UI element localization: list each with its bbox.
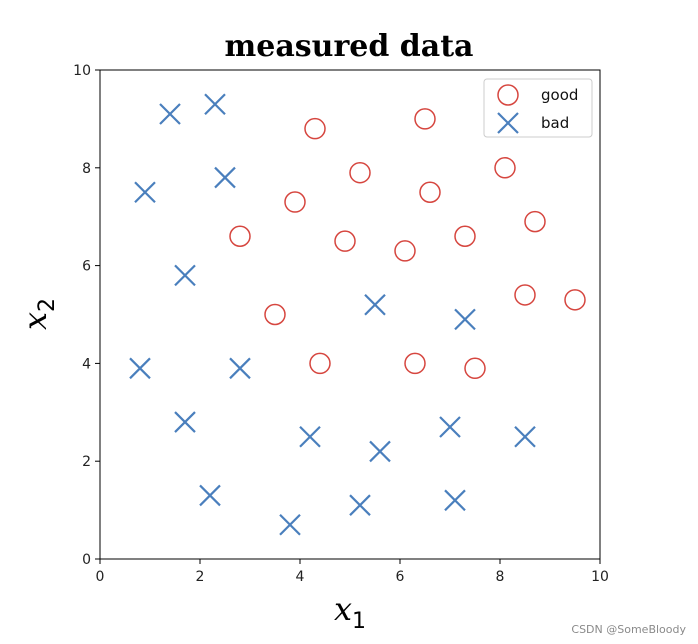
watermark-text: CSDN @SomeBloody: [571, 623, 686, 636]
data-point-bad-stroke: [454, 308, 476, 331]
data-point-bad-stroke: [174, 411, 196, 433]
chart-title: measured data: [225, 29, 474, 64]
data-point-bad-stroke: [444, 489, 466, 512]
data-point-good: [264, 303, 286, 326]
y-tick-label: 2: [82, 454, 91, 470]
data-point-good: [284, 191, 306, 213]
data-point-good: [464, 357, 486, 380]
data-point-good: [419, 181, 441, 203]
y-tick-label: 0: [82, 552, 91, 568]
x-tick-label: 0: [96, 569, 105, 585]
y-tick-label: 4: [82, 356, 91, 372]
x-tick-label: 8: [496, 569, 505, 585]
data-point-bad: [439, 416, 461, 438]
data-point-bad-stroke: [129, 357, 151, 380]
data-point-bad-stroke: [299, 425, 321, 448]
data-point-bad: [279, 513, 301, 536]
data-point-bad-stroke: [514, 425, 536, 448]
data-point-bad: [299, 425, 321, 448]
data-point-good: [229, 225, 251, 248]
x-axis-ticks: 0 2 4 6 8 10: [96, 559, 609, 585]
data-point-bad: [134, 181, 156, 204]
data-point-bad: [174, 264, 196, 287]
legend-label-good: good: [541, 86, 578, 104]
x-tick-label: 10: [591, 569, 609, 585]
legend-marker-bad: [497, 112, 519, 134]
y-axis-label: x2: [16, 298, 60, 330]
legend-marker-good: [497, 84, 519, 106]
data-point-bad: [129, 357, 151, 380]
data-point-bad-stroke: [159, 103, 181, 125]
data-point-good: [334, 230, 356, 252]
data-point-good: [404, 352, 426, 375]
data-point-good: [494, 157, 516, 179]
legend-entries: good bad: [497, 84, 578, 134]
y-axis-label-sub: 2: [35, 298, 60, 312]
legend: good bad: [483, 78, 593, 138]
data-point-bad: [369, 440, 391, 463]
data-point-good: [394, 240, 416, 262]
data-point-bad-stroke: [214, 166, 236, 189]
data-point-bad-stroke: [439, 416, 461, 438]
x-tick-label: 6: [396, 569, 405, 585]
data-point-bad-stroke: [369, 440, 391, 463]
data-point-bad: [349, 494, 371, 516]
x-axis-label-base: x: [334, 590, 352, 628]
data-point-bad-stroke: [204, 93, 226, 116]
y-tick-label: 10: [73, 63, 91, 79]
x-axis-label: x1: [334, 590, 366, 634]
y-tick-label: 8: [82, 161, 91, 177]
y-tick-label: 6: [82, 259, 91, 275]
data-point-bad: [229, 357, 251, 380]
data-point-bad-stroke: [174, 264, 196, 287]
data-point-bad: [204, 93, 226, 116]
data-point-good: [514, 284, 536, 306]
data-point-good: [349, 161, 371, 184]
data-point-bad: [454, 308, 476, 331]
data-point-bad: [174, 411, 196, 433]
legend-box: [483, 78, 593, 138]
data-point-good: [309, 352, 331, 375]
data-point-bad: [159, 103, 181, 125]
data-point-bad-stroke: [279, 513, 301, 536]
y-axis-label-base: x: [16, 312, 54, 330]
legend-label-bad: bad: [541, 114, 569, 132]
data-point-bad: [444, 489, 466, 512]
data-point-bad-stroke: [349, 494, 371, 516]
data-point-bad: [214, 166, 236, 189]
data-point-bad-stroke: [364, 293, 386, 316]
data-point-good: [524, 210, 546, 233]
plot-area-frame: [99, 69, 601, 560]
data-points: [129, 93, 586, 536]
data-point-good: [414, 108, 436, 130]
x-tick-label: 2: [196, 569, 205, 585]
x-axis-label-sub: 1: [352, 609, 366, 634]
data-point-bad-stroke: [229, 357, 251, 380]
data-point-good: [454, 225, 476, 248]
legend-marker-bad-stroke: [497, 112, 519, 134]
data-point-bad-stroke: [199, 484, 221, 507]
data-point-good: [564, 289, 586, 311]
data-point-bad: [199, 484, 221, 507]
data-point-bad: [364, 293, 386, 316]
data-point-good: [304, 117, 326, 140]
data-point-bad-stroke: [134, 181, 156, 204]
y-axis-ticks: 0 2 4 6 8 10: [73, 63, 100, 568]
x-tick-label: 4: [296, 569, 305, 585]
data-point-bad: [514, 425, 536, 448]
